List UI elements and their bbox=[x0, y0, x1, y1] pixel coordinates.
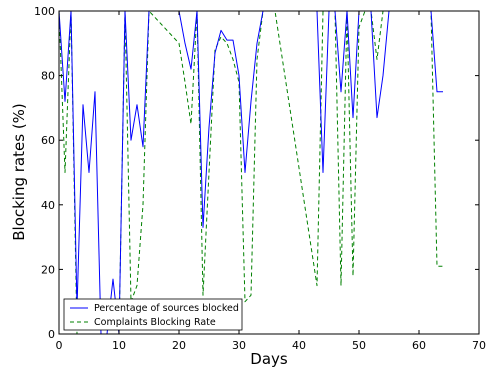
x-tick-label: 70 bbox=[472, 339, 486, 352]
legend: Percentage of sources blocked Complaints… bbox=[63, 298, 243, 331]
y-axis-ticks: 0 20 40 60 80 100 bbox=[34, 5, 479, 341]
series-line-0 bbox=[58, 10, 443, 335]
x-tick-label: 10 bbox=[112, 339, 126, 352]
legend-label-complaints-blocking-rate: Complaints Blocking Rate bbox=[94, 317, 216, 328]
x-tick-label: 60 bbox=[412, 339, 426, 352]
x-axis-ticks: 0 10 20 30 40 50 60 70 bbox=[56, 11, 486, 352]
series-line-1 bbox=[58, 10, 443, 335]
y-tick-label: 0 bbox=[48, 328, 55, 341]
x-axis-title: Days bbox=[250, 350, 288, 368]
y-tick-label: 20 bbox=[41, 263, 55, 276]
y-axis-title: Blocking rates (%) bbox=[10, 103, 28, 241]
x-tick-label: 0 bbox=[56, 339, 63, 352]
x-tick-label: 20 bbox=[172, 339, 186, 352]
plot-frame bbox=[58, 10, 480, 335]
y-tick-label: 40 bbox=[41, 199, 55, 212]
x-tick-label: 50 bbox=[352, 339, 366, 352]
x-tick-label: 40 bbox=[292, 339, 306, 352]
legend-label-sources-blocked: Percentage of sources blocked bbox=[94, 303, 239, 314]
x-tick-label: 30 bbox=[232, 339, 246, 352]
legend-box bbox=[63, 298, 243, 331]
y-tick-label: 80 bbox=[41, 70, 55, 83]
plot-lines bbox=[58, 10, 443, 335]
y-tick-label: 100 bbox=[34, 5, 55, 18]
y-tick-label: 60 bbox=[41, 134, 55, 147]
